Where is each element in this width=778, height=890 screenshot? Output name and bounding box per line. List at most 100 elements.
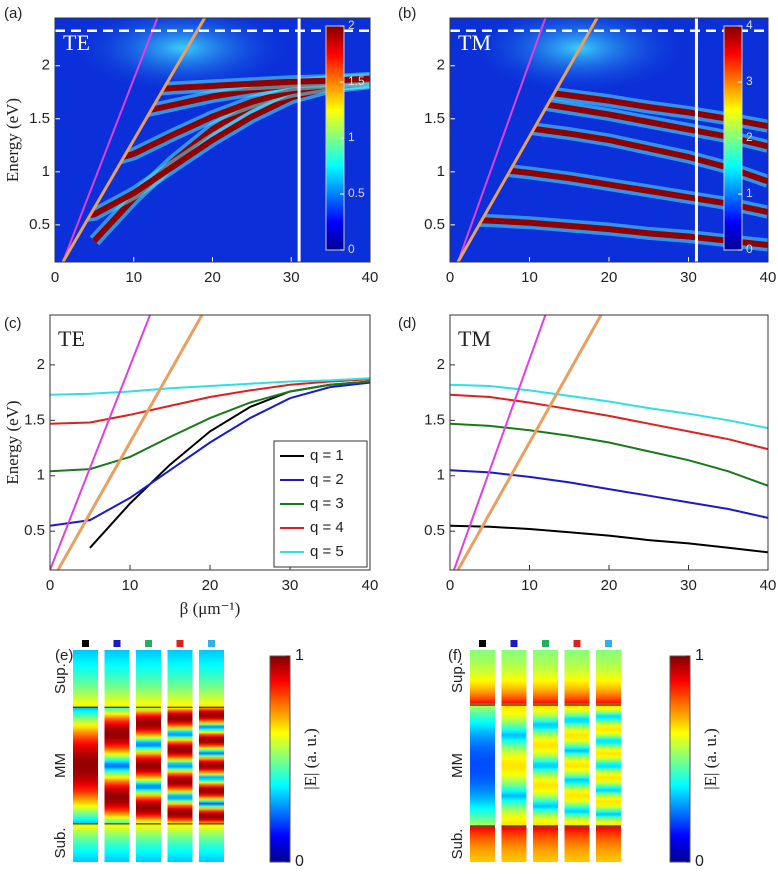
colorbar-tick-label: 1 xyxy=(746,186,753,200)
colorbar-tick-label: 0 xyxy=(348,242,355,256)
mode-swatch xyxy=(145,640,152,647)
field-profile xyxy=(501,650,527,862)
mode-swatch xyxy=(208,640,215,647)
series-line xyxy=(450,393,768,451)
y-tick-label: 2 xyxy=(37,356,45,373)
x-tick-label: 0 xyxy=(446,577,454,594)
region-label: Sup. xyxy=(52,663,69,694)
panel-label: (f) xyxy=(448,647,462,664)
colorbar-label: |E| (a. u.) xyxy=(701,728,720,790)
field-profile xyxy=(104,650,130,862)
field-profile xyxy=(136,650,161,862)
plot-frame xyxy=(449,314,769,571)
x-tick-label: 30 xyxy=(680,269,697,286)
mode-label: TE xyxy=(63,30,90,55)
x-tick-label: 10 xyxy=(125,269,142,286)
x-tick-label: 40 xyxy=(760,269,777,286)
colorbar-tick-label: 4 xyxy=(746,18,753,32)
series-line xyxy=(450,422,768,487)
light-line xyxy=(453,315,547,570)
colorbar xyxy=(269,655,291,863)
x-tick-label: 40 xyxy=(362,577,379,594)
x-tick-label: 20 xyxy=(601,577,618,594)
plot-frame xyxy=(54,17,371,263)
legend-label: q = 1 xyxy=(310,447,344,464)
region-label: MM xyxy=(52,753,69,778)
y-tick-label: 2 xyxy=(42,57,50,74)
x-tick-label: 20 xyxy=(601,269,618,286)
field-profile xyxy=(564,650,590,862)
x-axis-label: β (μm⁻¹) xyxy=(180,599,241,618)
panel-label: (a) xyxy=(4,5,22,22)
x-tick-label: 0 xyxy=(46,577,54,594)
legend-label: q = 3 xyxy=(310,495,344,512)
colorbar-tick-label: 1 xyxy=(295,647,304,664)
y-axis-label: Energy (eV) xyxy=(3,400,22,484)
y-tick-label: 1 xyxy=(437,163,445,180)
mode-swatch xyxy=(510,640,518,647)
region-label: Sub. xyxy=(449,829,466,860)
mode-label: TM xyxy=(458,30,491,55)
y-tick-label: 1.5 xyxy=(424,411,445,428)
light-line xyxy=(456,315,603,570)
colorbar-tick-label: 0 xyxy=(746,242,753,256)
x-tick-label: 10 xyxy=(521,577,538,594)
light-line xyxy=(56,315,204,570)
region-label: Sup. xyxy=(449,662,466,693)
mode-band xyxy=(457,216,768,248)
mode-swatch xyxy=(113,640,121,647)
field-profile xyxy=(596,650,621,862)
colorbar-tick-label: 0 xyxy=(295,853,304,870)
colorbar-tick-label: 1 xyxy=(695,647,704,664)
y-tick-label: 0.5 xyxy=(424,216,445,233)
field-profile xyxy=(73,650,98,862)
y-tick-label: 2 xyxy=(437,356,445,373)
colorbar-tick-label: 1 xyxy=(348,130,355,144)
x-tick-label: 10 xyxy=(122,577,139,594)
y-tick-label: 0.5 xyxy=(24,522,45,539)
plot-frame xyxy=(49,314,371,571)
light-line xyxy=(61,18,159,262)
y-tick-label: 1 xyxy=(42,163,50,180)
x-tick-label: 30 xyxy=(282,577,299,594)
plot-frame xyxy=(449,17,769,263)
y-tick-label: 1.5 xyxy=(24,411,45,428)
y-tick-label: 2 xyxy=(437,57,445,74)
y-tick-label: 1 xyxy=(437,467,445,484)
x-tick-label: 0 xyxy=(446,269,454,286)
y-tick-label: 0.5 xyxy=(29,216,50,233)
x-tick-label: 20 xyxy=(202,577,219,594)
light-line xyxy=(456,18,599,262)
series-line xyxy=(50,378,370,425)
x-tick-label: 0 xyxy=(51,269,59,286)
y-tick-label: 1.5 xyxy=(29,110,50,127)
colorbar-tick-label: 2 xyxy=(746,130,753,144)
field-profile xyxy=(470,650,495,862)
x-tick-label: 30 xyxy=(680,577,697,594)
colorbar-tick-label: 0.5 xyxy=(348,186,365,200)
field-profile xyxy=(167,650,193,862)
y-axis-label: Energy (eV) xyxy=(3,98,22,182)
colorbar-label: |E| (a. u.) xyxy=(301,728,320,790)
colorbar-tick-label: 3 xyxy=(746,74,753,88)
mode-label: TM xyxy=(458,326,491,351)
colorbar xyxy=(669,655,691,863)
light-line xyxy=(61,18,206,262)
y-tick-label: 0.5 xyxy=(424,522,445,539)
series-line xyxy=(50,377,370,396)
x-tick-label: 30 xyxy=(283,269,300,286)
region-label: Sub. xyxy=(52,827,69,858)
series-line xyxy=(450,469,768,519)
mode-swatch xyxy=(605,640,612,647)
field-profile xyxy=(533,650,558,862)
legend-label: q = 4 xyxy=(310,519,344,536)
colorbar-tick-label: 0 xyxy=(695,853,704,870)
mode-swatch xyxy=(82,640,89,647)
y-tick-label: 1.5 xyxy=(424,110,445,127)
mode-swatch xyxy=(479,640,486,647)
y-tick-label: 1 xyxy=(37,467,45,484)
x-tick-label: 20 xyxy=(204,269,221,286)
field-profile xyxy=(199,650,224,862)
light-line xyxy=(50,315,151,570)
